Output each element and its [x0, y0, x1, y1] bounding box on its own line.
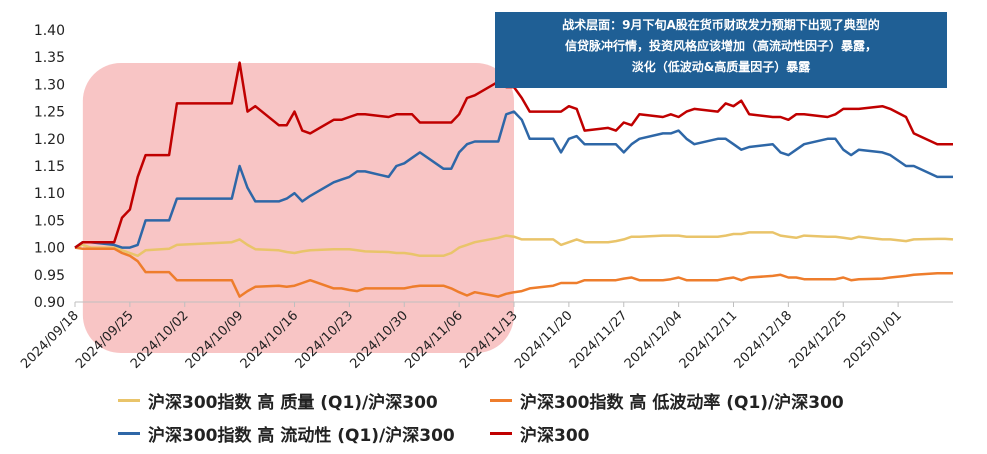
legend-label-lowvol: 沪深300指数 高 低波动率 (Q1)/沪深300: [520, 393, 844, 413]
legend-label-liquidity: 沪深300指数 高 流动性 (Q1)/沪深300: [148, 426, 455, 446]
strategy-annotation-box: 战术层面：9月下旬A股在货币财政发力预期下出现了典型的 信贷脉冲行情，投资风格应…: [495, 12, 947, 88]
y-tick-label: 1.10: [34, 186, 65, 202]
x-tick-label: 2024/12/11: [677, 308, 741, 372]
y-axis-ticks: 0.90 0.95 1.00 1.05 1.10 1.15 1.20 1.25 1.30 1.35…: [34, 23, 65, 311]
annotation-line-1: 战术层面：9月下旬A股在货币财政发力预期下出现了典型的: [562, 18, 880, 32]
highlight-region: [82, 63, 514, 353]
legend-swatch-liquidity: [118, 432, 140, 435]
legend-item-csi300: 沪深300: [490, 421, 590, 446]
y-tick-label: 0.95: [34, 268, 65, 284]
legend-item-quality: 沪深300指数 高 质量 (Q1)/沪深300: [118, 388, 438, 413]
x-tick-label: 2024/12/18: [732, 308, 796, 372]
y-tick-label: 1.40: [34, 23, 65, 39]
legend-label-quality: 沪深300指数 高 质量 (Q1)/沪深300: [148, 393, 438, 413]
legend-swatch-quality: [118, 399, 140, 402]
series-line-liquidity: [74, 110, 953, 249]
legend-item-liquidity: 沪深300指数 高 流动性 (Q1)/沪深300: [118, 421, 455, 446]
y-tick-label: 1.30: [34, 77, 65, 93]
legend-item-lowvol: 沪深300指数 高 低波动率 (Q1)/沪深300: [490, 388, 844, 413]
x-tick-label: 2024/11/27: [567, 308, 631, 372]
y-tick-label: 1.05: [34, 213, 65, 229]
annotation-line-2: 信贷脉冲行情，投资风格应该增加（高流动性因子）暴露，: [564, 39, 877, 53]
x-tick-label: 2024/12/25: [786, 308, 850, 372]
annotation-line-3: 淡化（低波动&高质量因子）暴露: [631, 60, 811, 74]
series-line-quality: [74, 231, 954, 258]
series-lines: [74, 61, 954, 298]
x-tick-label: 2025/01/01: [841, 308, 905, 372]
highlight-region-layer: [82, 63, 514, 353]
y-tick-label: 1.35: [34, 50, 65, 66]
series-line-lowvol: [74, 246, 953, 298]
x-tick-label: 2024/12/04: [622, 308, 686, 372]
series-line-csi300: [74, 61, 953, 249]
legend-swatch-lowvol: [490, 399, 512, 402]
y-tick-label: 0.90: [34, 295, 65, 311]
y-tick-label: 1.25: [34, 105, 65, 121]
y-tick-label: 1.00: [34, 241, 65, 257]
x-tick-label: 2024/11/20: [512, 308, 576, 372]
x-tick-label: 2024/09/18: [18, 308, 82, 372]
legend-swatch-csi300: [490, 432, 512, 435]
y-tick-label: 1.15: [34, 159, 65, 175]
y-tick-label: 1.20: [34, 132, 65, 148]
legend-label-csi300: 沪深300: [520, 426, 590, 446]
